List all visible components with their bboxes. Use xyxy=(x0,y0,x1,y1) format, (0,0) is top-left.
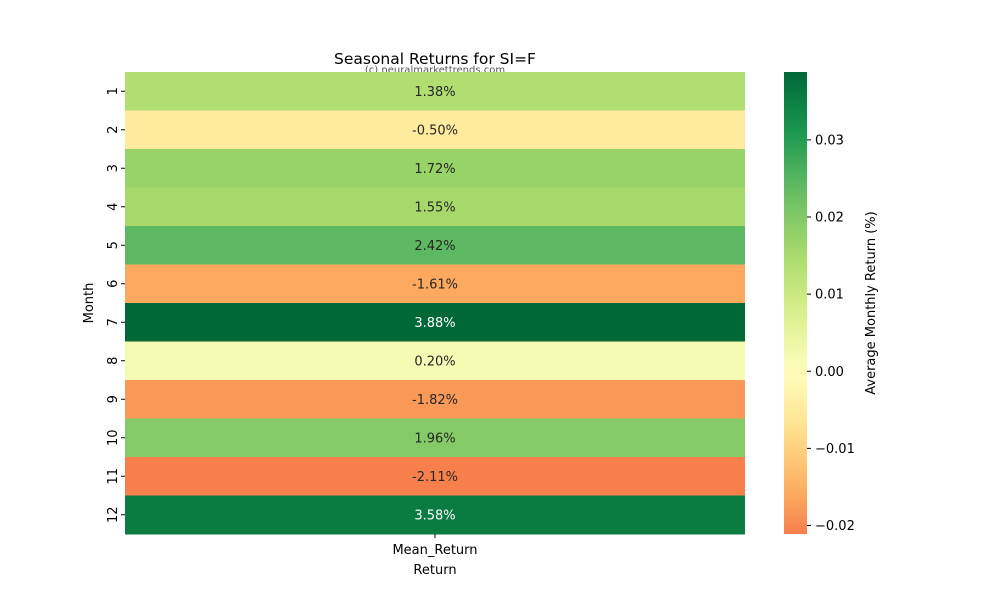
y-tick-label: 9 xyxy=(106,395,121,403)
y-tick-label: 2 xyxy=(106,126,121,134)
y-tick-label: 4 xyxy=(106,203,121,211)
y-tick-label: 7 xyxy=(106,318,121,326)
cell-value-label: -1.82% xyxy=(412,393,458,408)
heatmap-cell xyxy=(125,341,745,381)
colorbar-tick-label: −0.02 xyxy=(815,519,855,534)
cell-value-label: 1.96% xyxy=(414,431,455,446)
cell-value-label: -1.61% xyxy=(412,277,458,292)
y-tick-label: 6 xyxy=(106,280,121,288)
cell-value-label: -2.11% xyxy=(412,470,458,485)
cell-value-label: 3.88% xyxy=(414,316,455,331)
heatmap-cell xyxy=(125,226,745,265)
colorbar-tick-label: 0.03 xyxy=(815,133,844,148)
heatmap-cell xyxy=(125,418,745,458)
colorbar: −0.02 −0.01 0.00 0.01 0.02 0.03 xyxy=(784,72,855,534)
heatmap-cell xyxy=(125,457,745,496)
colorbar-tick-label: 0.00 xyxy=(815,365,844,380)
cell-value-label: 1.72% xyxy=(414,162,455,177)
x-axis-label: Return xyxy=(413,563,456,578)
heatmap-cells: 1.38% -0.50% 1.72% 1.55% 2.42% -1.61% 3.88% 0.2… xyxy=(125,72,745,535)
x-tick-label: Mean_Return xyxy=(392,543,477,558)
y-tick-label: 8 xyxy=(106,357,121,365)
heatmap-cell xyxy=(125,495,745,535)
colorbar-gradient xyxy=(784,72,807,534)
cell-value-label: -0.50% xyxy=(412,123,458,138)
watermark-text: (c) neuralmarkettrends.com xyxy=(365,65,505,76)
y-tick-label: 10 xyxy=(106,429,121,446)
y-tick-label: 11 xyxy=(106,468,121,485)
heatmap-cell xyxy=(125,72,745,111)
y-tick-label: 3 xyxy=(106,164,121,172)
heatmap-cell xyxy=(125,264,745,304)
y-tick-label: 5 xyxy=(106,241,121,249)
cell-value-label: 3.58% xyxy=(414,508,455,523)
cell-value-label: 1.55% xyxy=(414,200,455,215)
colorbar-tick-label: 0.01 xyxy=(815,288,844,303)
cell-value-label: 2.42% xyxy=(414,239,455,254)
chart-title: Seasonal Returns for SI=F xyxy=(334,50,536,68)
x-axis-ticks: Mean_Return xyxy=(392,534,478,558)
cell-value-label: 0.20% xyxy=(414,354,455,369)
heatmap-cell xyxy=(125,110,745,150)
heatmap-cell xyxy=(125,149,745,188)
heatmap-cell xyxy=(125,303,745,342)
colorbar-label: Average Monthly Return (%) xyxy=(864,211,879,394)
heatmap-cell xyxy=(125,187,745,227)
y-tick-label: 12 xyxy=(106,506,121,523)
y-axis-label: Month xyxy=(82,283,97,324)
cell-value-label: 1.38% xyxy=(414,85,455,100)
heatmap-cell xyxy=(125,380,745,419)
y-tick-label: 1 xyxy=(106,87,121,95)
colorbar-tick-label: 0.02 xyxy=(815,211,844,226)
colorbar-tick-label: −0.01 xyxy=(815,442,855,457)
